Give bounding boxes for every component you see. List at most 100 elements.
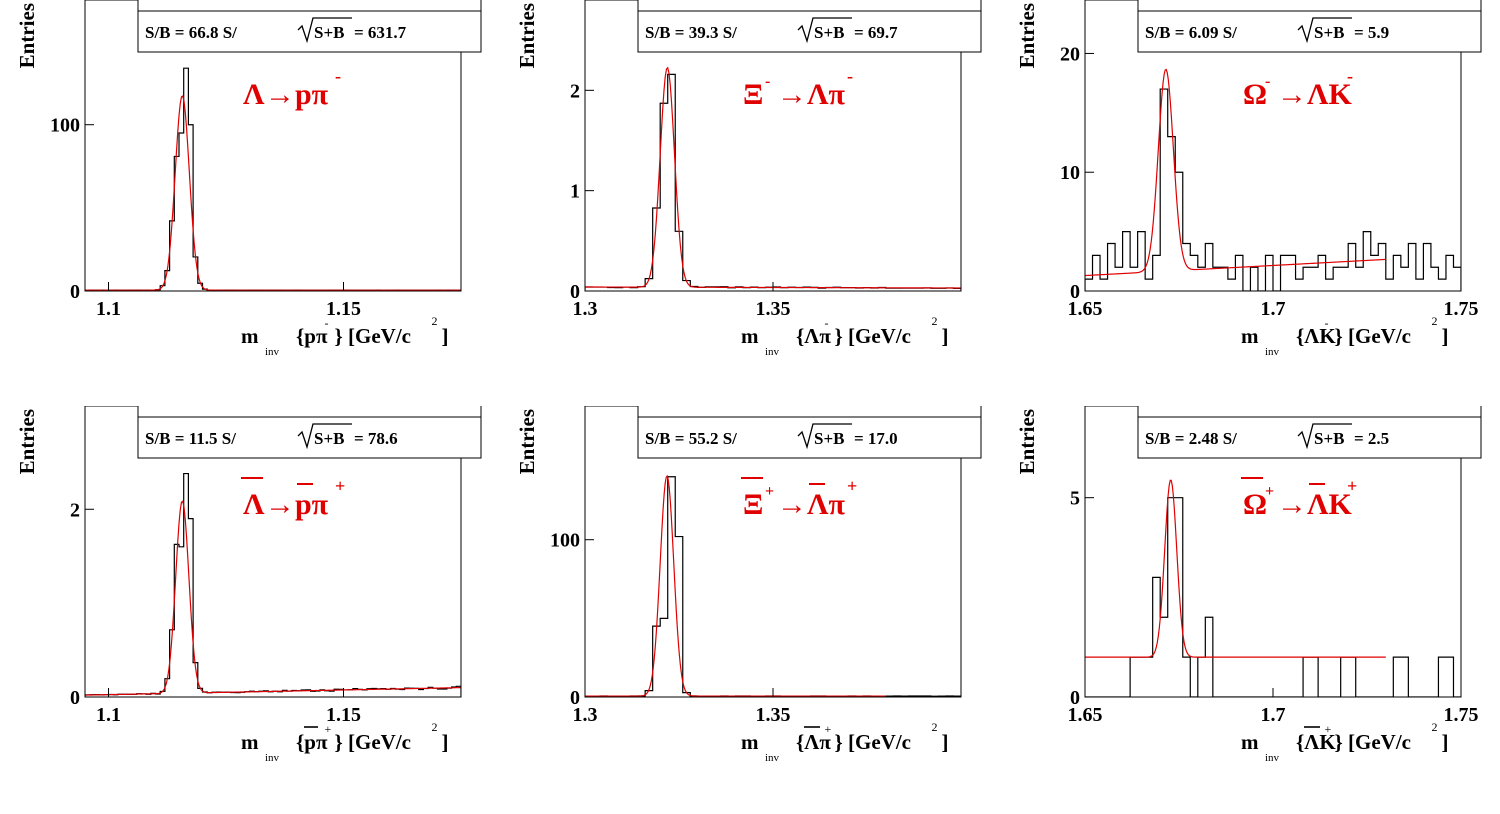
sqrt-sign xyxy=(797,423,852,450)
x-label-body: {ΛK xyxy=(1296,324,1336,348)
y-tick-label-0: 0 xyxy=(1070,687,1080,709)
x-tick-label-1.3: 1.3 xyxy=(573,298,598,320)
decay-arrow: → xyxy=(777,488,807,521)
stats-sqrt-arg: S+B xyxy=(1314,23,1344,42)
x-label-sup: - xyxy=(1325,316,1329,330)
y-tick-label-0: 0 xyxy=(570,687,580,709)
y-tick-label-1: 1 xyxy=(570,181,580,203)
x-tick-label-1.7: 1.7 xyxy=(1261,298,1286,320)
stats-sigma: σ = 1.6 Me xyxy=(1330,406,1407,407)
x-label-end: ] xyxy=(1442,324,1449,348)
stats-sb: S/B = 2.48 S/ xyxy=(1145,429,1237,448)
stats-mass: M = 1115.7 MeV/c xyxy=(145,406,277,407)
histogram-antiomega xyxy=(1085,497,1461,697)
x-label-body: {pπ xyxy=(296,730,328,754)
y-tick-label-0: 0 xyxy=(570,281,580,303)
stats-mass: M = 1321.9 MeV/c xyxy=(645,0,779,1)
y-tick-label-2: 2 xyxy=(570,80,580,102)
stats-mass: M = 1321.8 MeV/c xyxy=(645,406,779,407)
x-label-sup: + xyxy=(1325,722,1332,736)
decay-charge: - xyxy=(1347,66,1353,86)
x-label-sup: + xyxy=(825,722,832,736)
frame-lambda xyxy=(84,0,462,292)
y-tick-label-10: 10 xyxy=(1060,162,1080,184)
y-axis-label: Entries xyxy=(1015,3,1039,68)
stats-sqrt-arg: S+B xyxy=(314,23,344,42)
x-tick-label-1.65: 1.65 xyxy=(1068,298,1103,320)
y-tick-label-2: 2 xyxy=(70,499,80,521)
fit-curve-antiomega xyxy=(1085,479,1386,658)
histogram-xi xyxy=(585,73,961,291)
decay-parent-charge: - xyxy=(765,73,770,90)
stats-sigma: σ = 1.4 Me xyxy=(330,406,407,407)
y-axis-label: Entries xyxy=(515,3,539,68)
x-label-m: m xyxy=(241,324,259,348)
x-label-m: m xyxy=(741,730,759,754)
x-label-sup: - xyxy=(825,316,829,330)
sqrt-sign xyxy=(797,17,852,44)
x-tick-label-1.75: 1.75 xyxy=(1444,298,1479,320)
stats-box xyxy=(137,0,482,53)
decay-arrow: → xyxy=(265,78,295,111)
y-axis-label: Entries xyxy=(515,409,539,474)
stats-sb: S/B = 11.5 S/ xyxy=(145,429,236,448)
y-axis-label: Entries xyxy=(15,3,39,68)
sqrt-sign xyxy=(1297,423,1352,450)
x-tick-label-1.35: 1.35 xyxy=(756,298,791,320)
decay-parent: Λ xyxy=(243,78,265,111)
y-tick-label-0: 0 xyxy=(70,281,80,303)
x-label-sup: + xyxy=(325,722,332,736)
stats-sb: S/B = 55.2 S/ xyxy=(645,429,737,448)
stats-significance: = 2.5 xyxy=(1354,429,1389,448)
decay-daughters: ΛK xyxy=(1307,488,1353,521)
histogram-antixi xyxy=(585,476,961,697)
stats-sqrt-arg: S+B xyxy=(814,23,844,42)
decay-parent-charge: - xyxy=(1265,73,1270,90)
decay-daughters: pπ xyxy=(295,78,329,111)
y-tick-label-20: 20 xyxy=(1060,43,1080,65)
x-label-close: } [GeV/c xyxy=(1335,730,1412,754)
x-label-close: } [GeV/c xyxy=(1335,324,1412,348)
x-tick-label-1.7: 1.7 xyxy=(1261,704,1286,726)
x-label-end: ] xyxy=(942,324,949,348)
stats-significance: = 69.7 xyxy=(854,23,898,42)
x-label-end: ] xyxy=(942,730,949,754)
decay-daughters: ΛK xyxy=(1307,78,1353,111)
x-label-sub: inv xyxy=(765,752,780,764)
fit-curve-antilambda xyxy=(85,500,461,696)
x-label-m: m xyxy=(241,730,259,754)
y-tick-label-100: 100 xyxy=(50,115,80,137)
x-label-sub: inv xyxy=(265,752,280,764)
x-label-sup2: 2 xyxy=(1432,314,1438,328)
stats-sigma: σ = 1.9 Me xyxy=(830,0,907,1)
x-tick-label-1.1: 1.1 xyxy=(96,704,121,726)
x-label-end: ] xyxy=(1442,730,1449,754)
stats-sqrt-arg: S+B xyxy=(814,429,844,448)
decay-parent: Ω xyxy=(1243,488,1267,521)
x-label-sup: - xyxy=(325,316,329,330)
decay-daughters: pπ xyxy=(295,488,329,521)
x-label-body: {Λπ xyxy=(796,324,831,348)
x-tick-label-1.75: 1.75 xyxy=(1444,704,1479,726)
decay-parent: Λ xyxy=(243,488,265,521)
stats-significance: = 5.9 xyxy=(1354,23,1389,42)
decay-charge: + xyxy=(847,476,857,496)
stats-sigma: σ = 1.5 Me xyxy=(330,0,407,1)
x-label-m: m xyxy=(1241,324,1259,348)
x-label-sub: inv xyxy=(1265,346,1280,358)
x-label-sup2: 2 xyxy=(932,720,938,734)
x-label-end: ] xyxy=(442,730,449,754)
panel-omega: 1.65 1.7 1.75 0 10 20 Entries m inv {ΛK -} [GeV/c 2… xyxy=(1000,0,1500,400)
decay-arrow: → xyxy=(777,78,807,111)
x-label-sup2: 2 xyxy=(1432,720,1438,734)
